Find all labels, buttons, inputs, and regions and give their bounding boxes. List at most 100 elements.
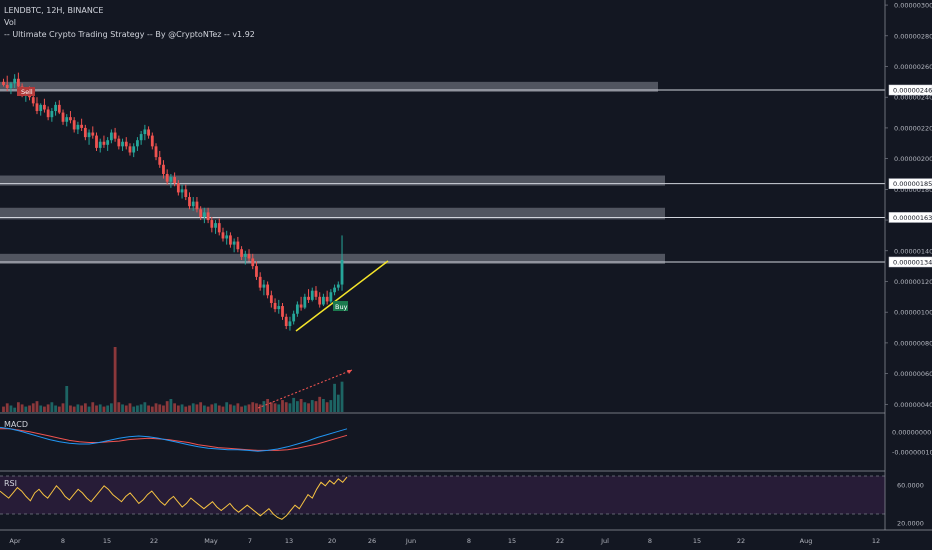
volume-bar <box>143 402 147 412</box>
volume-bar <box>262 401 266 412</box>
volume-bar <box>76 404 80 412</box>
volume-bar <box>16 402 20 412</box>
candle-body <box>143 129 147 135</box>
y-tick-label: 0.00000260 <box>894 63 932 71</box>
volume-bar <box>5 403 9 412</box>
candle-body <box>95 135 98 148</box>
x-tick-label: 15 <box>508 537 516 545</box>
x-tick-label: 12 <box>872 537 880 545</box>
y-tick-label: 0.00000120 <box>894 278 932 286</box>
macd-pane-label: MACD <box>4 420 28 429</box>
volume-bar <box>217 405 221 412</box>
rsi-line <box>0 476 348 520</box>
x-tick-label: Jul <box>600 537 609 545</box>
candle-body <box>150 135 154 147</box>
y-tick-label: 0.00000240 <box>894 94 932 102</box>
candle-body <box>57 104 61 113</box>
volume-bar <box>292 397 296 412</box>
volume-bar <box>124 405 128 412</box>
candle-body <box>80 124 84 128</box>
candle-body <box>72 120 76 130</box>
support-trendline <box>295 260 389 332</box>
volume-bar <box>28 405 31 412</box>
candle-body <box>9 83 13 88</box>
x-tick-label: 8 <box>648 537 652 545</box>
candle-body <box>325 296 329 302</box>
candle-body <box>221 232 225 239</box>
volume-bar <box>247 404 251 412</box>
candle-body <box>109 132 113 141</box>
volume-bar <box>202 405 206 412</box>
candle-body <box>340 259 344 285</box>
candle-body <box>262 284 266 288</box>
candle-body <box>2 81 5 85</box>
x-tick-label: Jun <box>405 537 416 545</box>
buy-signal-box <box>333 301 348 311</box>
rsi-tick-label: 60.0000 <box>897 482 924 490</box>
x-tick-label: 22 <box>150 537 158 545</box>
candle-body <box>292 313 296 322</box>
candle-body <box>98 141 102 148</box>
volume-bar <box>303 402 307 412</box>
x-tick-label: 22 <box>737 537 745 545</box>
candle-body <box>173 177 177 184</box>
candle-body <box>288 321 292 327</box>
volume-bar <box>50 402 54 412</box>
price-label: 0.00000246 <box>893 86 932 94</box>
y-tick-label: 0.00000040 <box>894 401 932 409</box>
x-tick-label: 7 <box>248 537 252 545</box>
candle-body <box>333 287 336 293</box>
price-label-box <box>888 256 932 268</box>
price-label-box <box>888 84 932 96</box>
y-tick-label: 0.00000100 <box>894 309 932 317</box>
y-tick-label: 0.00000140 <box>894 247 932 255</box>
price-label: 0.00000134 <box>893 258 932 266</box>
y-tick-label: 0.00000280 <box>894 32 932 40</box>
volume-bar <box>277 404 281 412</box>
rsi-tick-label: 20.0000 <box>897 520 924 528</box>
volume-bar <box>31 403 35 412</box>
candle-body <box>336 284 340 288</box>
candle-body <box>35 103 39 112</box>
candle-body <box>31 97 35 104</box>
volume-bar <box>173 403 177 412</box>
volume-bar <box>225 402 229 412</box>
candle-body <box>91 132 95 136</box>
volume-bar <box>288 403 292 412</box>
volume-bar <box>340 381 344 412</box>
candle-body <box>199 209 203 217</box>
candle-body <box>310 290 314 300</box>
volume-bar <box>221 406 225 412</box>
sell-signal-label: Sell <box>21 88 33 96</box>
volume-bar <box>154 403 158 412</box>
candle-body <box>46 109 50 118</box>
volume-bar <box>43 406 46 412</box>
buy-signal-label: Buy <box>335 303 348 311</box>
volume-bar <box>307 403 310 412</box>
candle-body <box>225 235 229 239</box>
x-tick-label: 8 <box>61 537 65 545</box>
volume-bar <box>35 401 39 412</box>
resistance-zone <box>0 253 665 264</box>
volume-bar <box>2 406 5 412</box>
volume-bar <box>158 404 162 412</box>
volume-bar <box>132 406 136 412</box>
volume-bar <box>318 396 322 412</box>
candle-body <box>128 146 132 153</box>
price-label-box <box>888 178 932 189</box>
candle-body <box>247 253 251 259</box>
volume-bar <box>184 406 188 412</box>
candle-body <box>329 292 333 302</box>
volume-bar <box>128 403 132 412</box>
x-tick-label: Aug <box>800 537 813 545</box>
candle-body <box>5 84 9 88</box>
candle-body <box>307 296 310 300</box>
candle-body <box>266 284 270 296</box>
volume-bar <box>269 402 273 412</box>
volume-bar <box>61 403 65 412</box>
volume-bar <box>299 399 303 412</box>
volume-bar <box>329 400 333 412</box>
candle-body <box>318 296 322 305</box>
volume-bar <box>102 406 106 412</box>
